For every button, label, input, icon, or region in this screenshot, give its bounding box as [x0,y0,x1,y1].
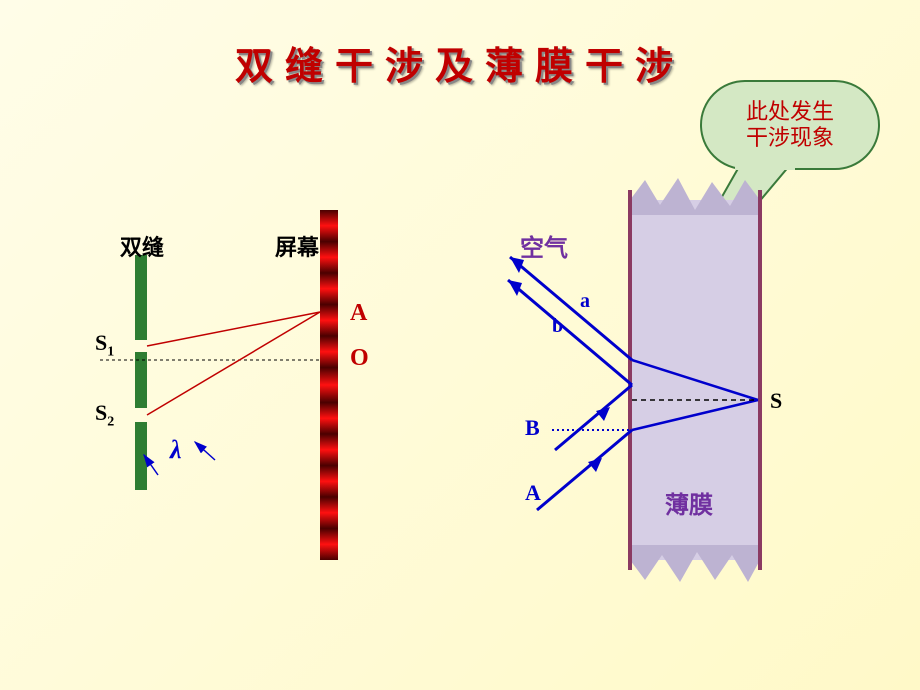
label-S: S [770,388,782,414]
thin-film-diagram [0,0,920,690]
label-a: a [580,290,590,313]
label-b: b [552,315,563,338]
label-A-right: A [525,480,541,506]
label-air: 空气 [520,228,568,263]
label-B-right: B [525,415,540,441]
label-film: 薄膜 [665,485,713,520]
